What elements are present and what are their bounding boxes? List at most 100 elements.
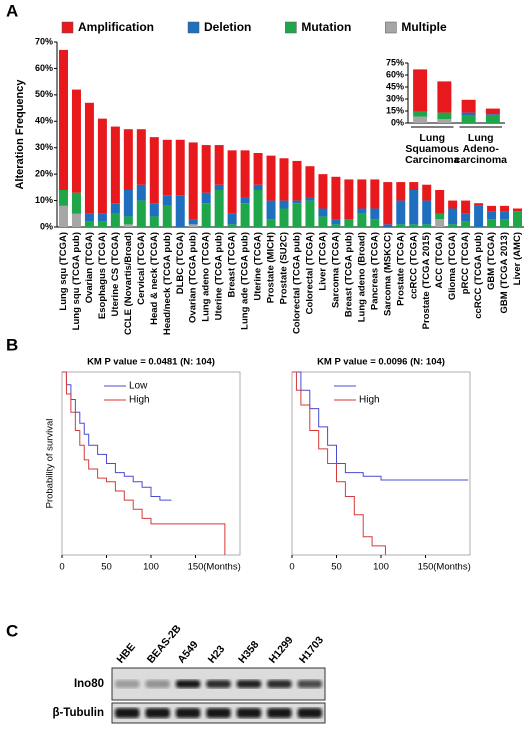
x-tick-label: Prostate (TCGA 2015) [421,232,432,329]
bar-segment [318,216,328,227]
x-tick-label: Breast (TCGA pub) [343,232,354,317]
bar-segment [513,211,523,227]
bar-segment [253,190,263,227]
x-tick-label: ACC (TCGA) [434,232,445,288]
bar-segment [292,200,302,204]
x-tick-label: Prostate (SU2C) [279,232,290,304]
bar-segment [413,111,428,117]
row-label: β-Tubulin [52,707,104,719]
bar-segment [437,119,452,123]
group-label: Lung [419,132,445,144]
bar-segment [266,200,276,220]
y-tick-label: 60% [386,69,404,79]
lane-label: H23 [206,643,228,666]
x-tick-label: Pancreas (TCGA) [369,232,380,310]
chart-title: KM P value = 0.0096 (N: 104) [317,357,445,368]
y-tick-label: 0% [40,221,53,231]
legend-label: High [359,395,380,406]
legend-label: Low [129,381,148,392]
bar-segment [435,213,445,220]
legend-label: Mutation [301,20,351,34]
bar-segment [240,197,250,204]
x-tick-label: Head & neck (TCGA) [149,232,160,325]
bar-segment [97,118,107,214]
bar-segment [266,155,276,201]
bar-segment [136,200,146,227]
bar-segment [240,203,250,227]
bar-segment [461,112,476,116]
bar-segment [71,213,81,227]
bar-segment [305,166,315,198]
x-tick-label: 50 [331,562,342,573]
bar-segment [136,129,146,185]
group-label: Squamous [405,143,459,155]
bar-segment [162,205,172,227]
bar-segment [437,112,452,119]
bar-segment [331,176,341,220]
legend-label: Amplification [78,20,154,34]
bar-segment [292,203,302,227]
x-tick-label: 100 [143,562,159,573]
row-label: Ino80 [74,678,104,690]
x-tick-label: Colorectal (TCGA pub) [292,232,303,334]
bar-segment [448,224,458,227]
x-tick-label: Liver (TCGA) [317,232,328,291]
x-tick-label: 50 [101,562,112,573]
bar-segment [149,137,159,204]
y-tick-label: 30% [386,93,404,103]
x-tick-label: Sarcoma (MSKCC) [382,232,393,316]
x-tick-label: 100 [373,562,389,573]
x-tick-label: Colorectal (TCGA) [304,232,315,314]
bar-segment [331,224,341,227]
bar-segment [110,213,120,227]
bar-segment [485,115,500,123]
y-tick-label: 75% [386,57,404,67]
x-tick-label: Sarcoma (TCGA) [330,232,341,308]
x-axis-label: (Months) [203,562,240,573]
x-tick-label: Lung squ (TCGA pub) [71,232,82,330]
x-tick-label: Prostate (MICH) [266,232,277,303]
x-tick-label: Uterine (TCGA) [253,232,264,301]
bar-segment [58,49,68,190]
bar-segment [110,126,120,204]
survival-curve [292,371,386,555]
bar-segment [487,211,497,220]
bar-segment [97,213,107,222]
bar-segment [188,142,198,220]
bar-segment [201,203,211,227]
bar-segment [422,184,432,201]
blot-band [206,680,231,688]
legend-label: Deletion [204,20,251,34]
y-tick-label: 60% [35,63,53,73]
chart-title: KM P value = 0.0481 (N: 104) [87,357,215,368]
y-tick-label: 45% [386,81,404,91]
survival-curve [62,371,172,501]
bar-segment [71,89,81,193]
lane-label: H1299 [267,634,296,666]
group-label: Carcinoma [405,154,459,166]
bar-segment [279,200,289,209]
bar-segment [318,208,328,217]
legend-label: Multiple [401,20,447,34]
lane-label: A549 [175,639,200,666]
blot-band [297,680,322,688]
bar-segment [409,182,419,190]
bar-segment [97,221,107,227]
bar-segment [357,208,367,214]
group-label: carcinoma [454,154,507,166]
blot-band [145,708,170,718]
x-tick-label: Lung adeno (TCGA) [201,232,212,322]
bar-segment [214,184,224,190]
blot-band [267,708,292,718]
x-tick-label: CCLE (Novartis/Broad) [123,232,134,335]
bar-segment [123,129,133,190]
bar-segment [513,208,523,212]
bar-segment [331,219,341,225]
x-tick-label: Breast (TCGA) [227,232,238,297]
blot-band [115,708,140,718]
blot-band [206,708,231,718]
bar-segment [201,192,211,204]
lane-label: H1703 [297,634,326,666]
legend-swatch [61,21,74,34]
bar-segment [110,203,120,214]
